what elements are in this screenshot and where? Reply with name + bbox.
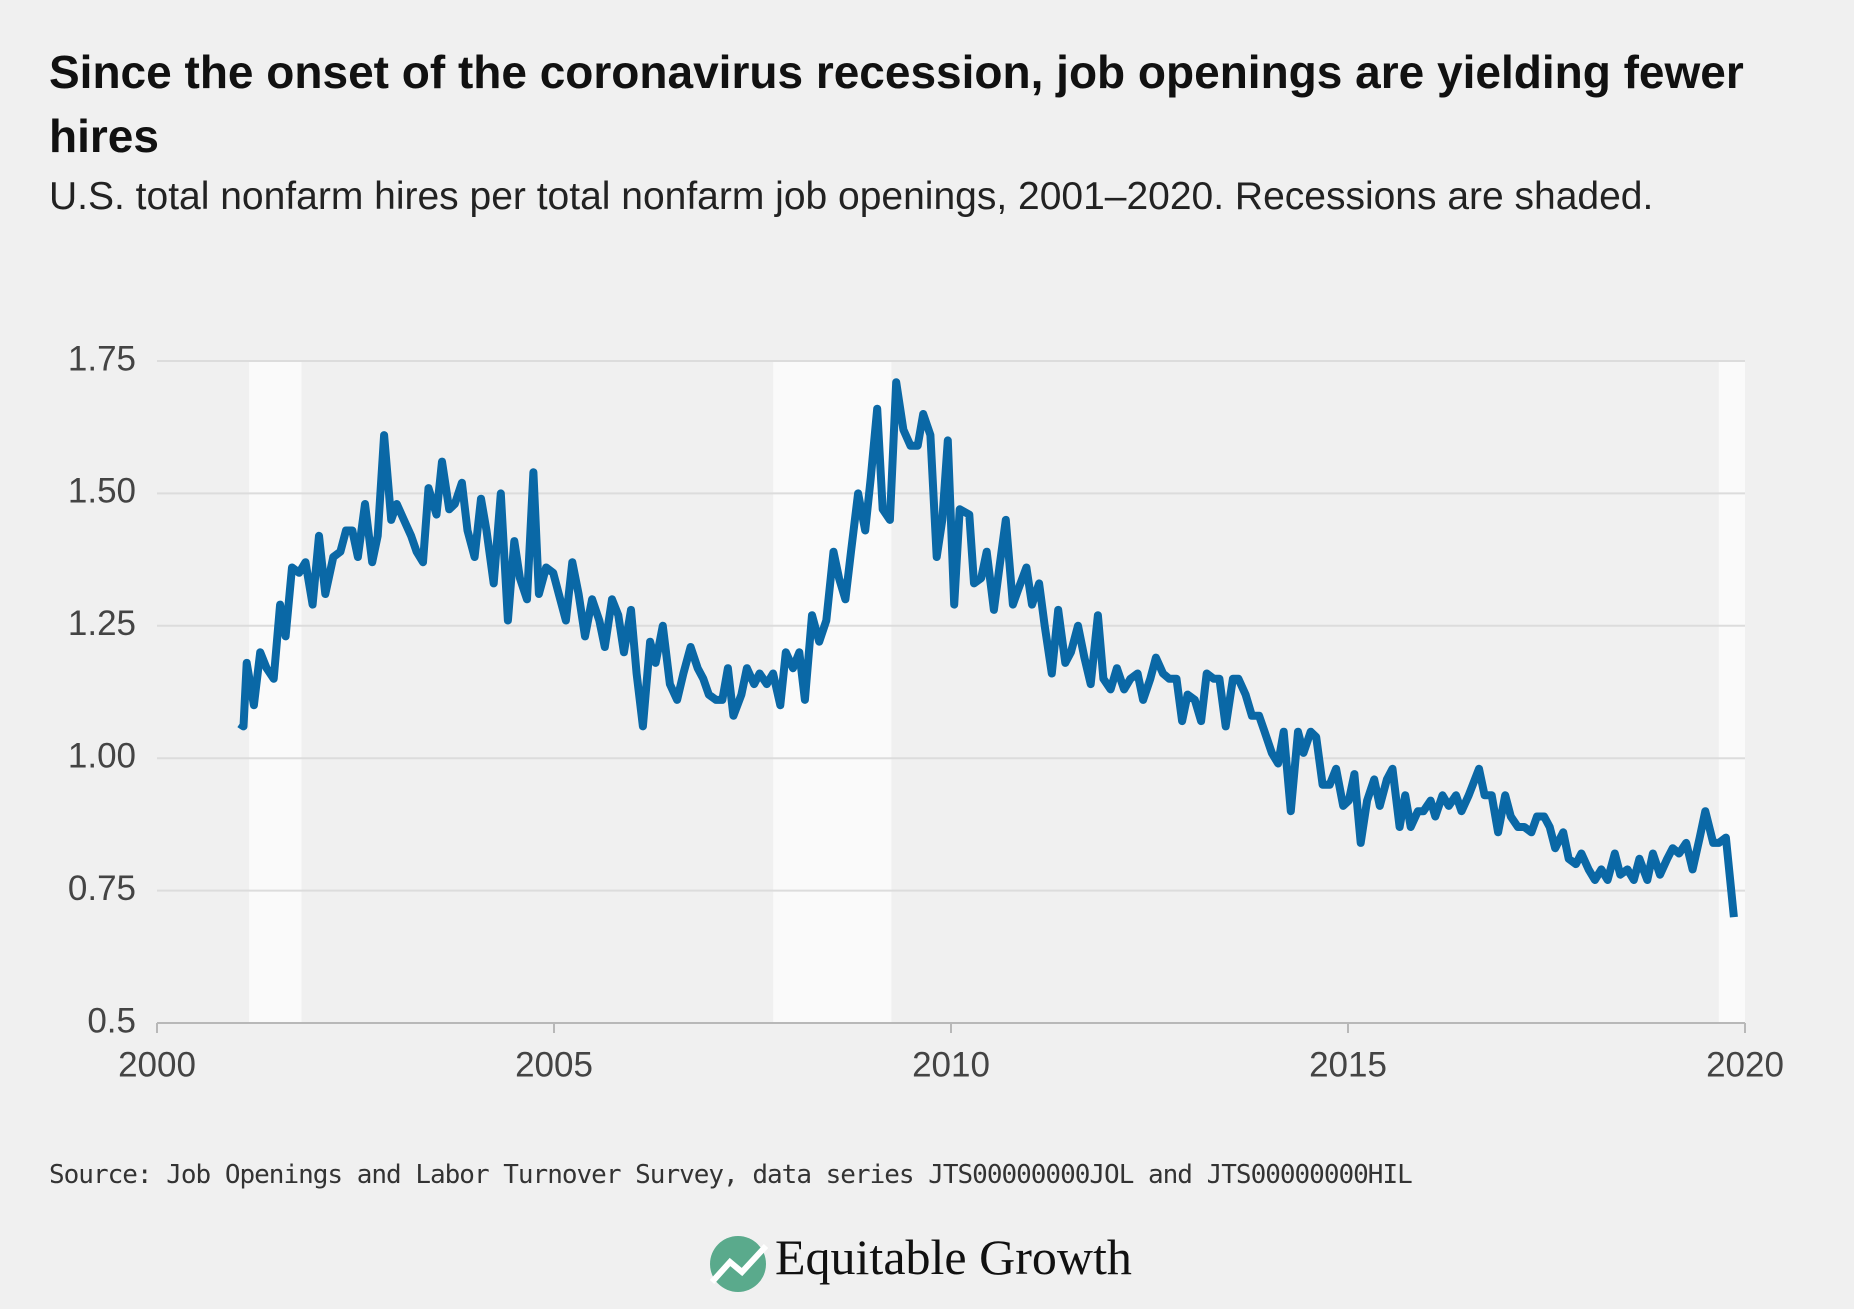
y-tick-label: 0.75 [68,869,136,908]
brand: Equitable Growth [775,1229,1132,1285]
y-tick-label: 0.5 [87,1001,136,1040]
x-tick-label: 2005 [515,1045,593,1084]
chart-title: Since the onset of the coronavirus reces… [49,46,1744,162]
y-tick-label: 1.50 [68,472,136,511]
y-tick-label: 1.25 [68,604,136,643]
x-tick-label: 2020 [1706,1045,1784,1084]
source-note: Source: Job Openings and Labor Turnover … [49,1160,1413,1190]
y-tick-label: 1.75 [68,339,136,378]
y-tick-label: 1.00 [68,736,136,775]
recession-band [1718,361,1745,1023]
chart-subtitle: U.S. total nonfarm hires per total nonfa… [49,175,1654,218]
data-line [237,378,1738,918]
x-tick-label: 2010 [912,1045,990,1084]
x-tick-label: 2015 [1309,1045,1387,1084]
logo-icon [709,1236,769,1292]
x-tick-label: 2000 [118,1045,196,1084]
